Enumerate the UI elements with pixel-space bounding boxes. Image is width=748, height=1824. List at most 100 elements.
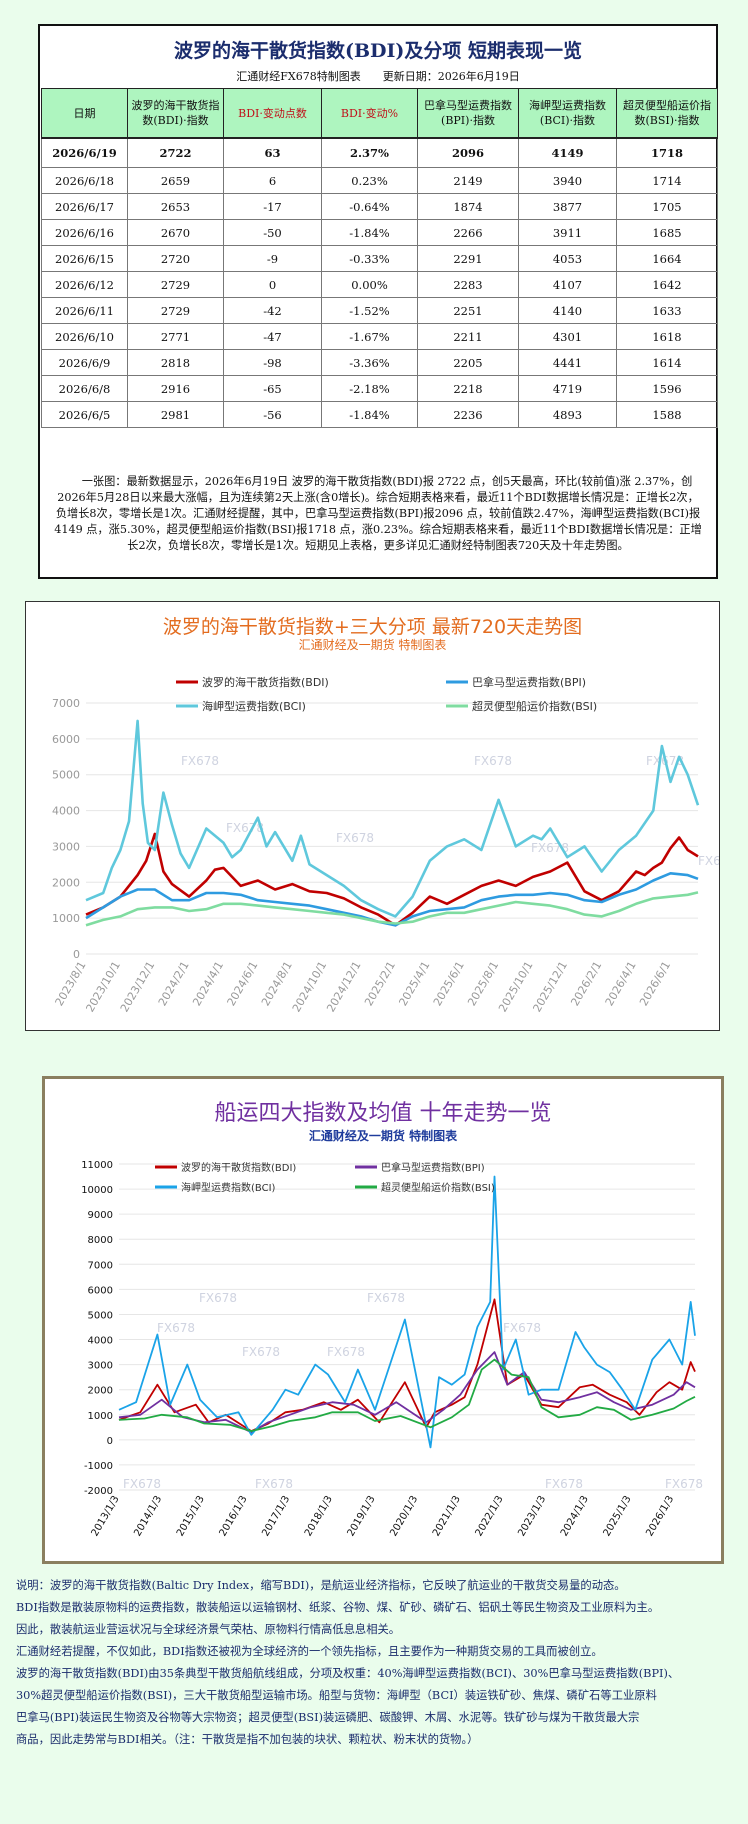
table-header-cell: 波罗的海干散货指数(BDI)·指数 [127, 88, 224, 139]
y-tick-label: 0 [107, 1436, 113, 1447]
table-row: 2026/6/16 2670 -50 -1.84% 2266 3911 1685 [41, 219, 718, 246]
table-cell: 2818 [127, 349, 224, 376]
watermark-text: FX678 [181, 754, 219, 768]
table-cell: 2266 [417, 219, 519, 246]
y-tick-label: 3000 [88, 1361, 113, 1372]
description-line: 说明：波罗的海干散货指数(Baltic Dry Index，缩写BDI)，是航运… [16, 1579, 626, 1592]
table-cell: 2670 [127, 219, 224, 246]
description-line: 商品，因此走势常与BDI相关。（注：干散货是指不加包装的块状、颗粒状、粉末状的货… [16, 1733, 479, 1746]
y-tick-label: 8000 [88, 1235, 113, 1246]
x-tick-label: 2023/8/1 [53, 959, 89, 1008]
table-cell: 0 [223, 271, 322, 298]
watermark-text: FX678 [545, 1477, 583, 1491]
table-cell: -1.52% [321, 297, 418, 324]
y-tick-label: 2000 [88, 1386, 113, 1397]
chart1-subtitle: 汇通财经及一期货 特制图表 [298, 638, 447, 652]
x-tick-label: 2026/4/1 [603, 959, 639, 1008]
y-tick-label: 1000 [88, 1411, 113, 1422]
watermark-text: FX678 [474, 754, 512, 768]
table-cell: 4893 [518, 401, 617, 428]
watermark-text: FX678 [503, 1321, 541, 1335]
x-tick-label: 2023/1/3 [516, 1494, 548, 1538]
table-header-cell: 日期 [41, 88, 128, 139]
table-cell: 2722 [127, 137, 224, 168]
summary-note: 一张图：最新数据显示，2026年6月19日 波罗的海干散货指数(BDI)报 27… [52, 474, 704, 554]
table-cell: -42 [223, 297, 322, 324]
watermark-text: FX678 [157, 1321, 195, 1335]
chart-ten-year: 船运四大指数及均值 十年走势一览 汇通财经及一期货 特制图表 -2000 -100… [42, 1076, 724, 1564]
table-cell: 2026/6/11 [41, 297, 128, 324]
table-cell: 2026/6/19 [41, 137, 128, 168]
watermark-text: FX678 [336, 831, 374, 845]
chart-720-days: 波罗的海干散货指数+三大分项 最新720天走势图 汇通财经及一期货 特制图表 0… [25, 601, 720, 1031]
table-row: 2026/6/12 2729 0 0.00% 2283 4107 1642 [41, 271, 718, 298]
x-tick-label: 2024/8/1 [259, 959, 295, 1008]
table-cell: 2.37% [321, 137, 418, 168]
table-cell: 2026/6/10 [41, 323, 128, 350]
table-header-cell: BDI·变动点数 [223, 88, 322, 139]
x-tick-label: 2020/1/3 [388, 1494, 420, 1538]
table-cell: 1588 [616, 401, 718, 428]
x-tick-label: 2023/12/1 [118, 959, 157, 1014]
series-line-1 [118, 1298, 696, 1433]
table-cell: 1664 [616, 245, 718, 272]
description-line: BDI指数是散装原物料的运费指数，散装船运以运输钢材、纸浆、谷物、煤、矿砂、磷矿… [16, 1601, 660, 1614]
description-line: 30%超灵便型船运价指数(BSI)，三大干散货船型运输市场。船型与货物：海岬型（… [16, 1689, 657, 1702]
x-tick-label: 2025/6/1 [431, 959, 467, 1008]
y-tick-label: -1000 [84, 1461, 113, 1472]
table-cell: 4719 [518, 375, 617, 402]
table-cell: 1714 [616, 167, 718, 194]
y-tick-label: 10000 [81, 1185, 113, 1196]
table-cell: 63 [223, 137, 322, 168]
table-header-cell: 海岬型运费指数(BCI)·指数 [518, 88, 617, 139]
table-row: 2026/6/8 2916 -65 -2.18% 2218 4719 1596 [41, 375, 718, 402]
chart2-subtitle: 汇通财经及一期货 特制图表 [308, 1129, 458, 1143]
y-tick-label: 2000 [52, 876, 80, 889]
table-cell: 4149 [518, 137, 617, 168]
table-cell: -0.33% [321, 245, 418, 272]
table-cell: 2026/6/18 [41, 167, 128, 194]
legend-label: 波罗的海干散货指数(BDI) [181, 1161, 296, 1174]
x-tick-label: 2025/8/1 [465, 959, 501, 1008]
y-tick-label: 3000 [52, 840, 80, 853]
chart2-title: 船运四大指数及均值 十年走势一览 [214, 1101, 552, 1126]
x-tick-label: 2025/1/3 [602, 1494, 634, 1538]
x-tick-label: 2025/10/1 [496, 959, 535, 1014]
legend-label: 海岬型运费指数(BCI) [202, 699, 306, 713]
table-cell: 2026/6/15 [41, 245, 128, 272]
table-body: 2026/6/19 2722 63 2.37% 2096 4149 1718 2026/6/1… [41, 137, 718, 428]
description-line: 巴拿马(BPI)装运民生物资及谷物等大宗物资；超灵便型(BSI)装运磷肥、碳酸钾… [16, 1711, 640, 1724]
table-cell: -3.36% [321, 349, 418, 376]
table-header-row: 日期 波罗的海干散货指数(BDI)·指数 BDI·变动点数 BDI·变动% 巴拿马型运费… [41, 88, 718, 139]
legend-label: 巴拿马型运费指数(BPI) [472, 675, 586, 689]
table-cell: 3911 [518, 219, 617, 246]
table-cell: 2026/6/8 [41, 375, 128, 402]
x-tick-label: 2025/2/1 [362, 959, 398, 1008]
table-cell: -0.64% [321, 193, 418, 220]
watermark-text: FX678 [665, 1477, 703, 1491]
watermark-text: FX678 [367, 1291, 405, 1305]
table-cell: -1.67% [321, 323, 418, 350]
table-row: 2026/6/11 2729 -42 -1.52% 2251 4140 1633 [41, 297, 718, 324]
y-tick-label: 0 [73, 948, 80, 961]
table-cell: -65 [223, 375, 322, 402]
series-line-4 [85, 891, 699, 927]
table-cell: 0.23% [321, 167, 418, 194]
table-cell: -50 [223, 219, 322, 246]
x-tick-label: 2022/1/3 [474, 1494, 506, 1538]
table-cell: 2026/6/12 [41, 271, 128, 298]
table-cell: 6 [223, 167, 322, 194]
x-tick-label: 2013/1/3 [90, 1494, 122, 1538]
table-cell: 2729 [127, 297, 224, 324]
table-row: 2026/6/19 2722 63 2.37% 2096 4149 1718 [41, 137, 718, 168]
table-cell: 2205 [417, 349, 519, 376]
table-cell: 2720 [127, 245, 224, 272]
table-cell: 1685 [616, 219, 718, 246]
table-cell: -98 [223, 349, 322, 376]
legend-label: 波罗的海干散货指数(BDI) [202, 675, 329, 689]
x-tick-label: 2024/4/1 [190, 959, 226, 1008]
x-tick-label: 2026/1/3 [644, 1494, 676, 1538]
table-cell: 2291 [417, 245, 519, 272]
series-line-3 [118, 1175, 696, 1449]
table-cell: 2026/6/5 [41, 401, 128, 428]
